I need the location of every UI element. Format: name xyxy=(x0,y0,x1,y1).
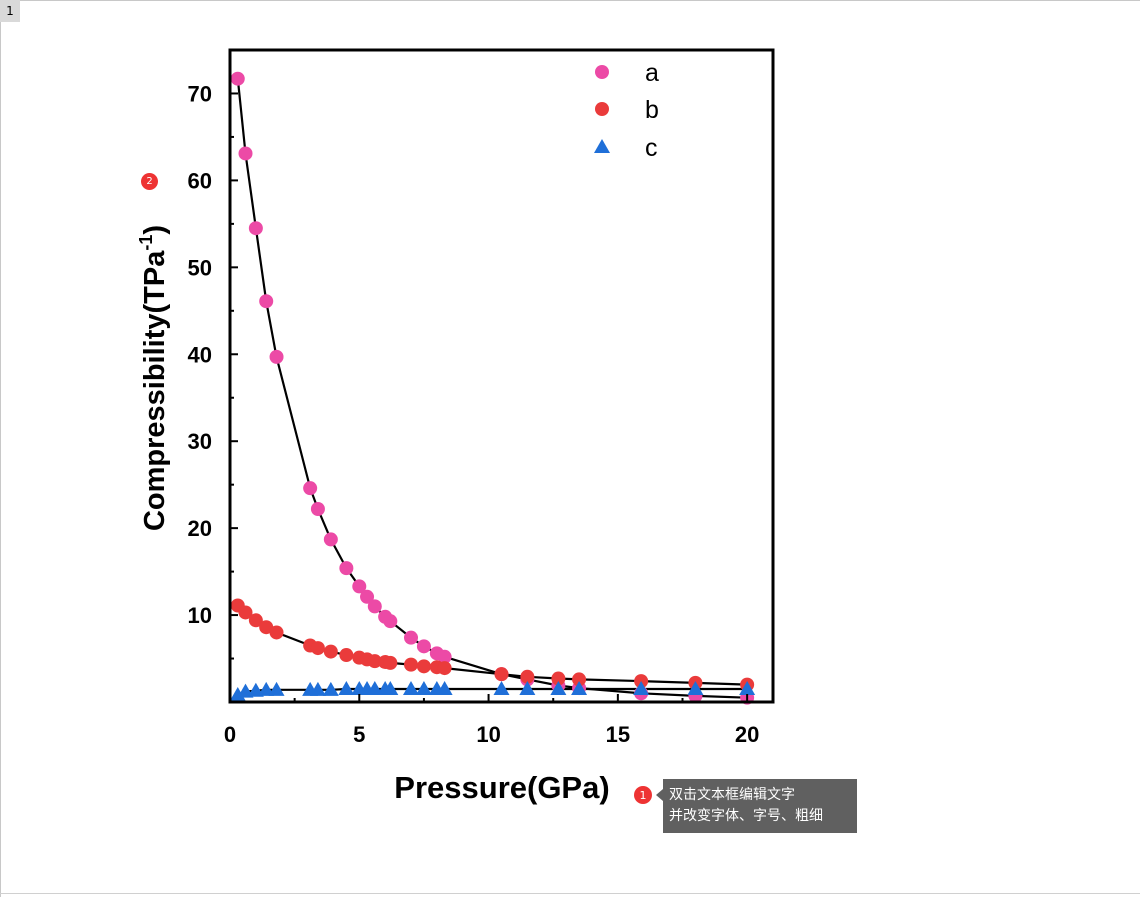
marker-a xyxy=(303,481,318,496)
legend-marker-a xyxy=(595,65,609,79)
y-tick-label: 20 xyxy=(188,516,212,541)
y-tick-label: 30 xyxy=(188,429,212,454)
marker-a xyxy=(238,146,253,161)
marker-b xyxy=(572,672,587,687)
y-tick-label: 70 xyxy=(188,81,212,106)
marker-c xyxy=(739,680,756,695)
legend-marker-b xyxy=(595,102,609,116)
tooltip-arrow xyxy=(656,789,663,801)
marker-a xyxy=(352,579,367,594)
marker-b xyxy=(310,641,325,656)
marker-b xyxy=(367,654,382,669)
x-tick-label: 10 xyxy=(476,722,500,747)
marker-a xyxy=(269,349,284,364)
marker-b xyxy=(238,605,253,620)
marker-c xyxy=(366,680,383,695)
marker-c xyxy=(382,680,399,695)
y-tick-label: 40 xyxy=(188,342,212,367)
marker-c xyxy=(633,680,650,695)
marker-b xyxy=(259,620,274,635)
window-left-border xyxy=(0,0,1,897)
marker-c xyxy=(571,680,588,695)
marker-a xyxy=(367,599,382,614)
marker-b xyxy=(269,625,284,640)
marker-a xyxy=(248,221,263,236)
marker-a xyxy=(404,630,418,645)
y-tick-label: 60 xyxy=(188,168,212,193)
marker-a xyxy=(416,639,431,654)
tooltip-line-2: 并改变字体、字号、粗细 xyxy=(669,808,823,824)
annotation-badge-2[interactable]: 2 xyxy=(141,173,158,190)
legend-label-c: c xyxy=(645,134,658,162)
marker-b xyxy=(383,655,398,670)
legend-marker-c xyxy=(594,139,610,153)
annotation-badge-1[interactable]: 1 xyxy=(634,786,652,804)
marker-a xyxy=(339,561,354,576)
marker-b xyxy=(520,669,535,684)
y-axis-label-close: ) xyxy=(139,225,171,235)
fit-curve-a xyxy=(236,78,748,699)
y-axis-label[interactable]: Compressibility(TPa-1) xyxy=(136,225,171,531)
marker-c xyxy=(258,681,275,696)
x-tick-label: 5 xyxy=(353,722,365,747)
x-tick-label: 15 xyxy=(606,722,630,747)
y-axis-label-main: Compressibility(TPa xyxy=(139,250,171,531)
marker-b xyxy=(437,661,452,676)
marker-b xyxy=(494,667,509,682)
y-tick-label: 50 xyxy=(188,255,212,280)
page-tab[interactable]: 1 xyxy=(0,0,20,22)
marker-c xyxy=(493,680,510,695)
marker-a xyxy=(310,502,325,517)
marker-c xyxy=(519,680,536,695)
legend-label-a: a xyxy=(645,59,659,87)
axis-ticks: 0 5 10 15 20 10 20 30 40 50 60 70 xyxy=(188,81,760,747)
marker-c xyxy=(687,680,704,695)
marker-c xyxy=(415,680,432,695)
x-tick-label: 0 xyxy=(224,722,236,747)
window-top-border xyxy=(0,0,1140,1)
y-axis-label-superscript: -1 xyxy=(136,235,156,251)
marker-c xyxy=(436,680,453,695)
marker-b xyxy=(248,613,263,628)
marker-b xyxy=(404,657,418,672)
marker-c xyxy=(403,680,419,695)
marker-b xyxy=(416,659,431,674)
legend: abc xyxy=(594,59,659,162)
marker-c xyxy=(550,680,567,695)
marker-a xyxy=(323,532,338,547)
marker-a xyxy=(259,294,274,309)
plot-frame xyxy=(228,48,775,704)
tooltip-line-1: 双击文本框编辑文字 xyxy=(669,787,795,803)
marker-a xyxy=(437,649,452,664)
window-bottom-border xyxy=(0,893,1140,894)
marker-c xyxy=(322,681,339,696)
marker-c xyxy=(309,681,326,696)
marker-c xyxy=(338,680,355,695)
edit-text-tooltip: 双击文本框编辑文字 并改变字体、字号、粗细 xyxy=(663,779,857,833)
marker-a xyxy=(360,589,375,604)
marker-c xyxy=(268,681,285,696)
marker-b xyxy=(551,671,566,686)
y-tick-label: 10 xyxy=(188,603,212,628)
fit-curves xyxy=(236,78,748,699)
marker-a xyxy=(230,71,245,86)
data-markers xyxy=(229,71,756,705)
legend-label-b: b xyxy=(645,96,659,124)
x-tick-label: 20 xyxy=(735,722,759,747)
marker-b xyxy=(323,644,338,659)
marker-b xyxy=(339,648,354,663)
marker-a xyxy=(383,614,398,629)
x-axis-label[interactable]: Pressure(GPa) xyxy=(394,770,609,805)
